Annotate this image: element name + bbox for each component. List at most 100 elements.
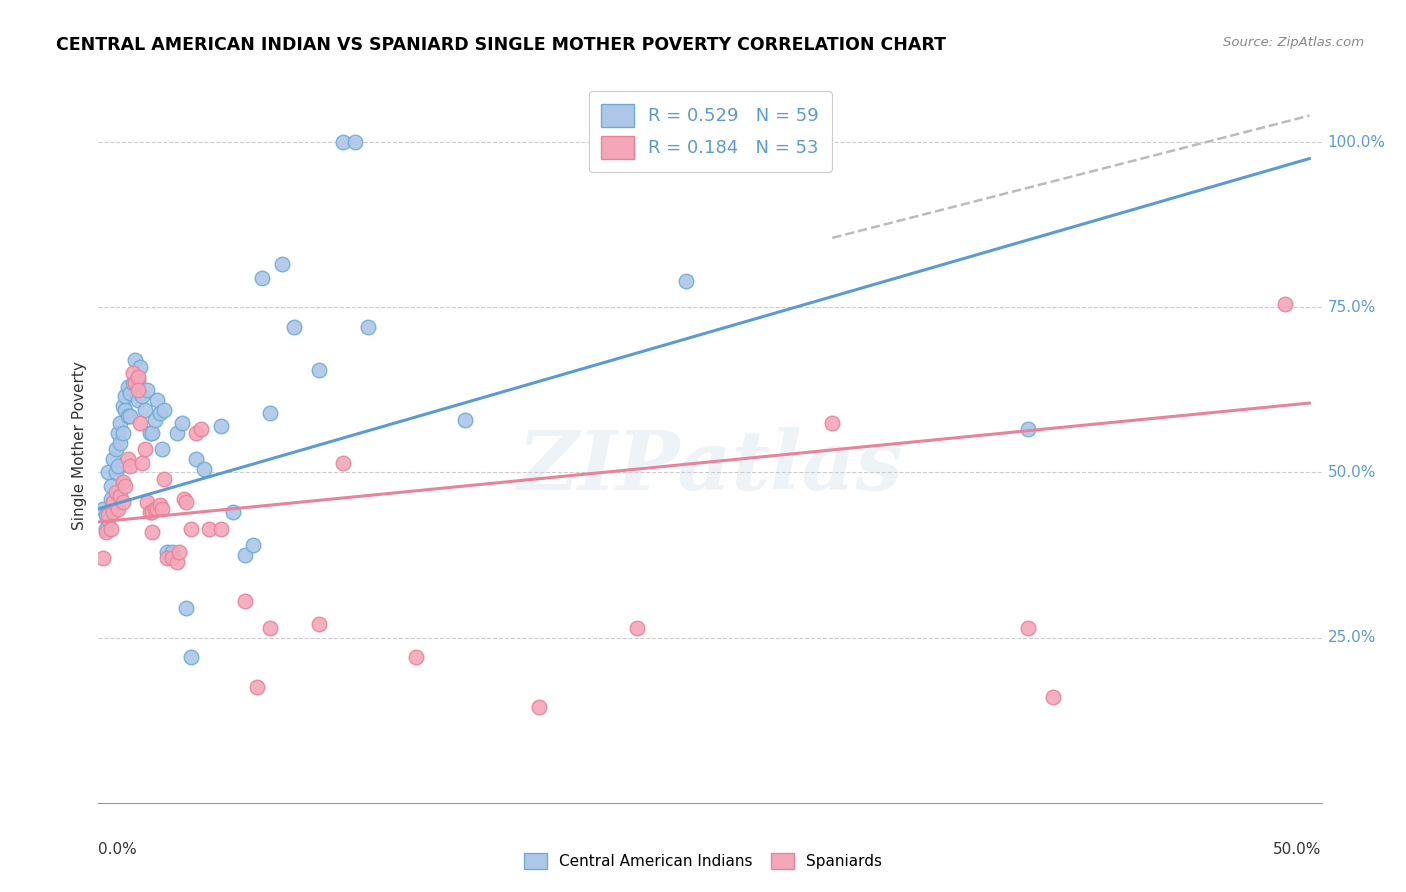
Point (104, 466, 127, 480)
Point (1274, 297, 1296, 311)
Point (149, 406, 172, 420)
Point (176, 600, 198, 615)
Point (127, 383, 149, 397)
Point (149, 499, 172, 513)
Point (141, 524, 163, 539)
Legend: Central American Indians, Spaniards: Central American Indians, Spaniards (517, 847, 889, 875)
Text: 100.0%: 100.0% (1327, 135, 1386, 150)
Point (141, 425, 163, 440)
Point (127, 373, 149, 387)
Point (156, 545, 179, 559)
Point (150, 501, 173, 516)
Point (134, 402, 156, 417)
Point (120, 409, 142, 424)
Text: 50.0%: 50.0% (1274, 842, 1322, 857)
Point (91, 551, 114, 566)
Point (101, 495, 124, 509)
Point (97, 511, 120, 525)
Point (111, 495, 134, 509)
Point (107, 425, 129, 440)
Point (166, 425, 188, 440)
Text: ZIPatlas: ZIPatlas (517, 427, 903, 508)
Point (114, 402, 136, 417)
Point (246, 680, 269, 694)
Point (117, 452, 139, 467)
Point (100, 478, 122, 492)
Point (121, 367, 143, 381)
Text: 25.0%: 25.0% (1327, 630, 1376, 645)
Point (94, 522, 117, 536)
Point (356, 320, 378, 334)
Point (136, 495, 159, 509)
Point (222, 505, 245, 519)
Point (180, 650, 202, 665)
Point (127, 369, 149, 384)
Point (153, 472, 176, 486)
Point (114, 389, 136, 403)
Point (344, 135, 367, 149)
Point (170, 416, 193, 430)
Point (141, 505, 163, 519)
Point (100, 522, 122, 536)
Point (124, 353, 146, 368)
Point (160, 545, 183, 559)
Point (1017, 422, 1039, 436)
Point (129, 359, 152, 374)
Point (111, 425, 134, 440)
Point (173, 491, 195, 506)
Point (146, 501, 169, 516)
Point (209, 522, 232, 536)
Point (101, 452, 124, 467)
Point (332, 456, 354, 470)
Point (186, 452, 208, 467)
Point (166, 555, 188, 569)
Point (129, 416, 152, 430)
Point (127, 392, 149, 407)
Point (167, 545, 190, 559)
Point (197, 522, 219, 536)
Point (146, 392, 169, 407)
Point (675, 274, 697, 288)
Text: 0.0%: 0.0% (98, 842, 138, 857)
Point (180, 522, 202, 536)
Point (117, 379, 139, 393)
Point (283, 320, 305, 334)
Point (101, 495, 124, 509)
Point (111, 400, 134, 414)
Point (143, 501, 166, 516)
Point (233, 594, 256, 608)
Point (97, 466, 120, 480)
Point (110, 489, 132, 503)
Point (131, 389, 153, 403)
Point (156, 551, 179, 566)
Legend: R = 0.529   N = 59, R = 0.184   N = 53: R = 0.529 N = 59, R = 0.184 N = 53 (589, 91, 831, 172)
Point (107, 501, 129, 516)
Point (308, 617, 330, 632)
Point (136, 383, 159, 397)
Point (139, 425, 162, 440)
Point (160, 551, 183, 566)
Y-axis label: Single Mother Poverty: Single Mother Poverty (72, 361, 87, 531)
Point (114, 478, 136, 492)
Point (117, 409, 139, 424)
Point (134, 442, 156, 457)
Point (150, 442, 173, 457)
Point (186, 425, 208, 440)
Point (626, 621, 648, 635)
Point (94, 508, 117, 523)
Point (332, 135, 354, 149)
Point (1017, 621, 1039, 635)
Point (100, 491, 122, 506)
Point (104, 485, 127, 500)
Point (94, 524, 117, 539)
Text: CENTRAL AMERICAN INDIAN VS SPANIARD SINGLE MOTHER POVERTY CORRELATION CHART: CENTRAL AMERICAN INDIAN VS SPANIARD SING… (56, 36, 946, 54)
Text: 75.0%: 75.0% (1327, 300, 1376, 315)
Point (252, 270, 274, 285)
Point (110, 416, 132, 430)
Point (405, 650, 427, 665)
Point (270, 257, 294, 271)
Point (139, 505, 162, 519)
Point (821, 416, 844, 430)
Point (111, 475, 134, 490)
Point (120, 458, 142, 473)
